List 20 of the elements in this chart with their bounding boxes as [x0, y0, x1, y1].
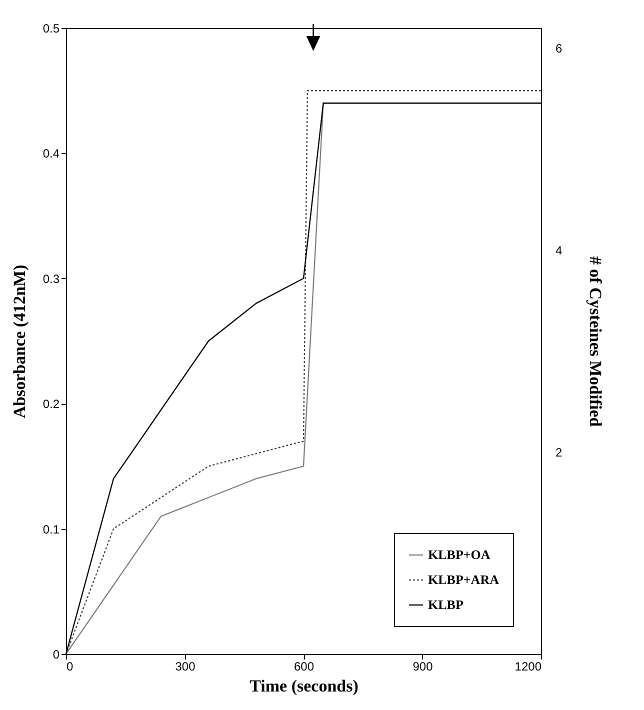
x-tick-label: 300: [175, 660, 196, 674]
x-tick-label: 1200: [514, 660, 542, 674]
y2-tick-label: 2: [556, 446, 562, 460]
y-tick-label: 0: [52, 648, 60, 662]
y2-tick-label: 6: [556, 42, 562, 56]
legend-label: KLBP+ARA: [428, 572, 500, 587]
y-tick-label: 0.1: [42, 522, 60, 536]
y2-axis-title: # of Cysteines Modified: [586, 256, 606, 428]
y-tick-label: 0.5: [42, 22, 60, 36]
legend-label: KLBP+OA: [428, 547, 491, 562]
y-tick-label: 0.4: [42, 146, 60, 161]
y-tick-label: 0.2: [42, 397, 60, 412]
y2-tick-label: 4: [556, 244, 562, 258]
x-tick-label: 0: [66, 660, 74, 674]
x-tick-label: 600: [294, 660, 314, 674]
x-tick-label: 900: [412, 660, 434, 674]
x-axis-title: Time (seconds): [250, 676, 358, 696]
y-tick-label: 0.3: [42, 272, 60, 286]
legend-label: KLBP: [428, 597, 464, 612]
y-axis-title: Absorbance (412nM): [10, 264, 29, 418]
